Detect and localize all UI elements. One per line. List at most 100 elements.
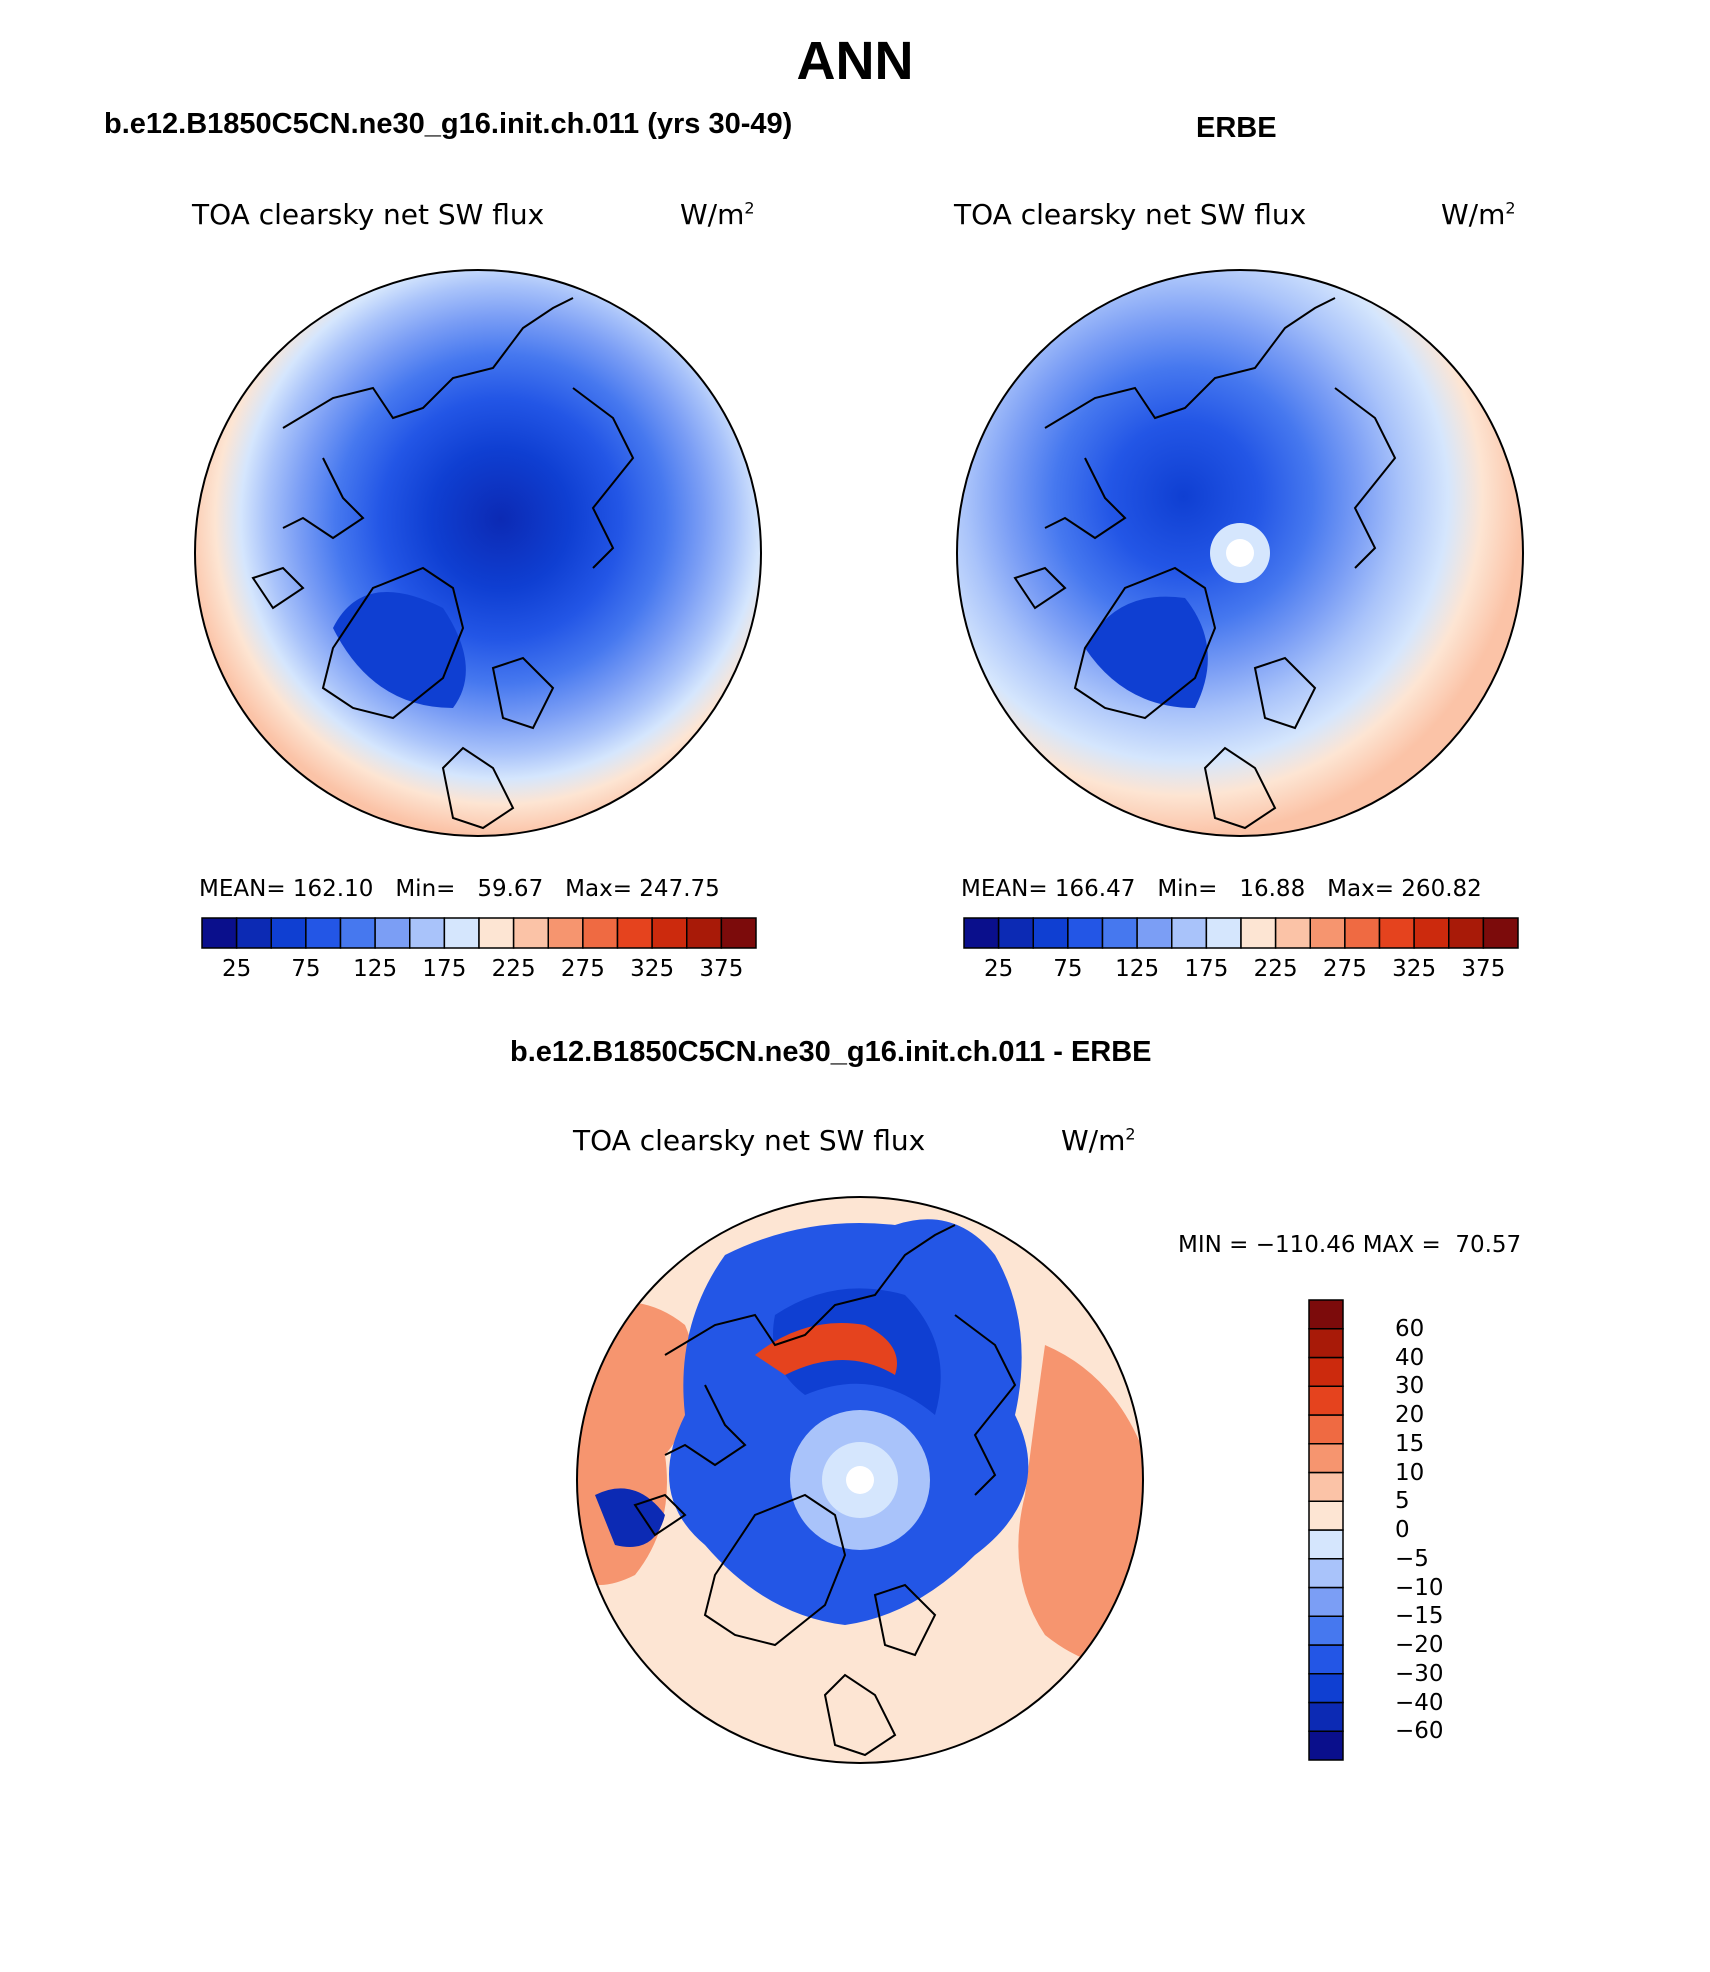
colorbar-tick-label: 175	[422, 956, 467, 982]
colorbar-tick-label: 15	[1395, 1430, 1425, 1457]
colorbar-tick-label: 75	[1053, 956, 1083, 982]
colorbar-swatch	[1344, 917, 1381, 949]
colorbar-swatch	[512, 917, 549, 949]
colorbar-swatch	[1308, 1356, 1344, 1387]
colorbar-swatch	[547, 917, 584, 949]
colorbar-swatch	[1205, 917, 1242, 949]
colorbar-swatch	[1308, 1644, 1344, 1675]
colorbar-swatch	[305, 917, 342, 949]
colorbar-model	[201, 917, 757, 949]
colorbar-swatch	[1136, 917, 1173, 949]
colorbar-tick-label: 175	[1184, 956, 1229, 982]
colorbar-swatch	[409, 917, 446, 949]
colorbar-swatch	[1308, 1500, 1344, 1531]
polar-map-obs	[956, 269, 1524, 837]
units-label-diff: W/m2	[1061, 1124, 1136, 1157]
colorbar-tick-label: 75	[291, 956, 321, 982]
colorbar-swatch	[1308, 1586, 1344, 1617]
panel-header-model: b.e12.B1850C5CN.ne30_g16.init.ch.011 (yr…	[104, 108, 793, 140]
colorbar-swatch	[374, 917, 411, 949]
colorbar-diff	[1308, 1299, 1344, 1761]
polar-gap-diff	[846, 1466, 874, 1494]
colorbar-swatch	[686, 917, 723, 949]
stats-diff: MIN = −110.46 MAX = 70.57	[1178, 1232, 1522, 1258]
colorbar-tick-label: 325	[1392, 956, 1437, 982]
colorbar-swatch	[1308, 1673, 1344, 1704]
panel-header-diff: b.e12.B1850C5CN.ne30_g16.init.ch.011 - E…	[510, 1036, 1152, 1068]
colorbar-swatch	[1448, 917, 1485, 949]
variable-label-model: TOA clearsky net SW flux	[192, 198, 545, 231]
colorbar-tick-label: 125	[1115, 956, 1160, 982]
colorbar-tick-label: −10	[1395, 1574, 1444, 1601]
colorbar-swatch	[1274, 917, 1311, 949]
colorbar-swatch	[1308, 1471, 1344, 1502]
polar-map-diff	[576, 1196, 1144, 1764]
colorbar-tick-label: 125	[353, 956, 398, 982]
colorbar-swatch	[1240, 917, 1277, 949]
positive-anomaly-east	[1018, 1345, 1143, 1667]
colorbar-tick-label: 10	[1395, 1459, 1425, 1486]
colorbar-swatch	[651, 917, 688, 949]
colorbar-tick-label: 0	[1395, 1517, 1410, 1543]
polar-gap-obs	[1226, 539, 1254, 567]
colorbar-tick-label: 325	[630, 956, 675, 982]
colorbar-tick-label: −20	[1395, 1632, 1444, 1658]
colorbar-tick-label: −15	[1395, 1603, 1444, 1630]
stats-obs: MEAN= 166.47 Min= 16.88 Max= 260.82	[961, 876, 1482, 902]
polar-map-model	[194, 269, 762, 837]
flux-field-model	[195, 270, 761, 836]
colorbar-tick-label: 60	[1395, 1315, 1425, 1342]
colorbar-tick-label: 25	[221, 956, 252, 982]
greenland-region-model	[333, 592, 466, 708]
coastlines-model	[251, 297, 635, 830]
colorbar-tick-label: 40	[1395, 1344, 1425, 1371]
panel-header-obs: ERBE	[1196, 112, 1277, 144]
colorbar-tick-label: 20	[1395, 1402, 1425, 1428]
colorbar-swatch	[1308, 1615, 1344, 1646]
colorbar-swatch	[339, 917, 376, 949]
colorbar-ticks-model: 25 75 125 175 225 275 325 375	[202, 956, 756, 986]
colorbar-tick-label: 30	[1395, 1373, 1425, 1400]
greenland-region-obs	[1085, 596, 1208, 708]
colorbar-ticks-diff: 60 40 30 20 15 10 5 0 −5 −10 −15 −20 −30 −40 −60	[1395, 1300, 1475, 1760]
colorbar-tick-label: 225	[491, 956, 536, 982]
colorbar-obs	[963, 917, 1519, 949]
positive-anomaly-ring	[755, 1323, 897, 1375]
colorbar-swatch	[478, 917, 515, 949]
units-label-obs: W/m2	[1441, 198, 1516, 231]
colorbar-swatch	[1308, 1385, 1344, 1416]
colorbar-tick-label: −60	[1395, 1718, 1444, 1745]
stats-model: MEAN= 162.10 Min= 59.67 Max= 247.75	[199, 876, 720, 902]
colorbar-tick-label: 5	[1395, 1488, 1410, 1515]
colorbar-swatch	[443, 917, 480, 949]
colorbar-tick-label: 25	[983, 956, 1014, 982]
colorbar-swatch	[1308, 1443, 1344, 1474]
colorbar-tick-label: 375	[699, 956, 744, 982]
colorbar-swatch	[270, 917, 307, 949]
negative-anomaly-alaska	[595, 1488, 665, 1547]
colorbar-swatch	[1032, 917, 1069, 949]
map-boundary-obs	[956, 269, 1524, 837]
colorbar-swatch	[1482, 917, 1519, 949]
colorbar-tick-label: 275	[1322, 956, 1367, 982]
colorbar-swatch	[720, 917, 757, 949]
map-boundary-model	[194, 269, 762, 837]
variable-label-diff: TOA clearsky net SW flux	[573, 1124, 926, 1157]
units-label-model: W/m2	[680, 198, 755, 231]
colorbar-swatch	[582, 917, 619, 949]
map-boundary-diff	[576, 1196, 1144, 1764]
figure-title: ANN	[796, 31, 914, 91]
colorbar-swatch	[963, 917, 1000, 949]
colorbar-swatch	[1308, 1558, 1344, 1589]
colorbar-swatch	[201, 917, 238, 949]
colorbar-swatch	[1067, 917, 1104, 949]
colorbar-swatch	[1308, 1328, 1344, 1359]
colorbar-swatch	[1308, 1299, 1344, 1330]
colorbar-swatch	[235, 917, 272, 949]
colorbar-swatch	[1308, 1701, 1344, 1732]
coastlines-obs	[1013, 297, 1397, 830]
colorbar-swatch	[1171, 917, 1208, 949]
colorbar-tick-label: −5	[1395, 1545, 1429, 1572]
colorbar-swatch	[1309, 917, 1346, 949]
colorbar-swatch	[1101, 917, 1138, 949]
